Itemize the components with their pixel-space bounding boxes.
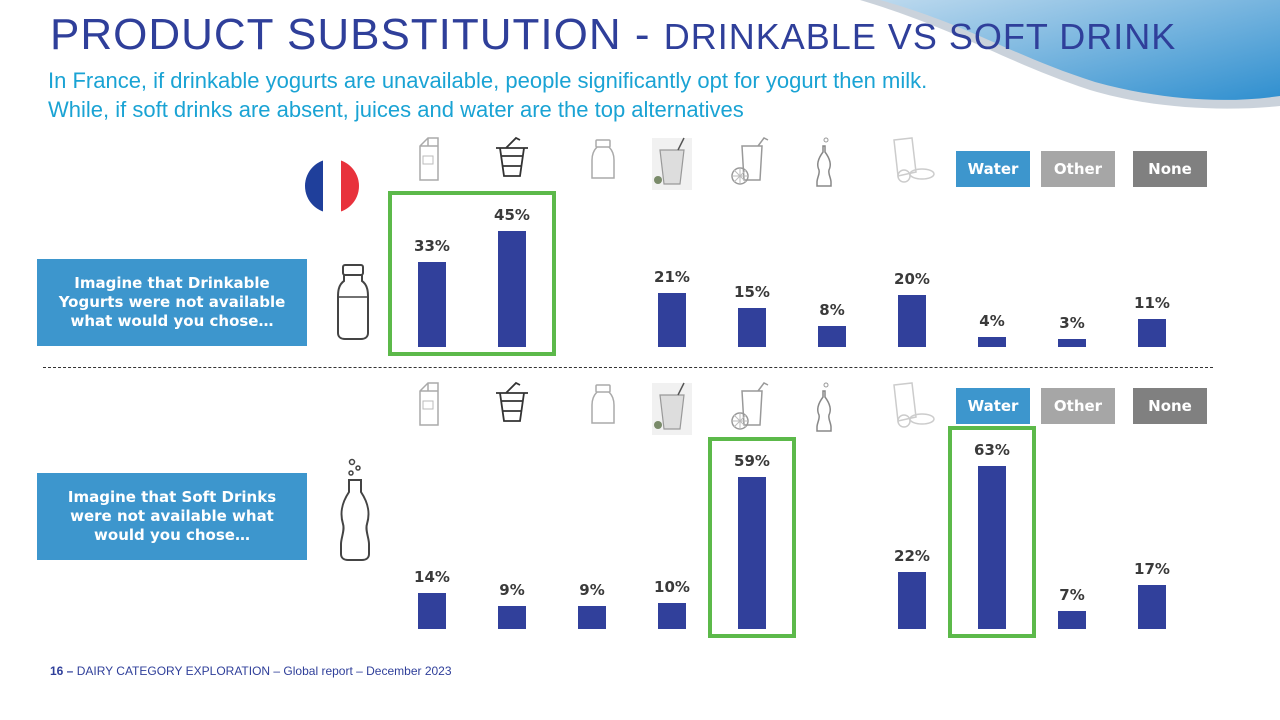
- bar-label-soft-drink-2: 9%: [579, 580, 605, 599]
- footer-text: DAIRY CATEGORY EXPLORATION – Global repo…: [76, 664, 452, 678]
- drinkable-yogurt-icon: [337, 264, 369, 340]
- smoothie-icon: [650, 381, 694, 441]
- highlight-box-soft-drink-0: [708, 436, 796, 638]
- bar-label-soft-drink-8: 17%: [1134, 560, 1170, 579]
- tag-water-row1: Water: [956, 151, 1030, 187]
- breakfast-cereal-icon: [886, 136, 942, 196]
- bar-soft-drink-6: [978, 466, 1006, 629]
- france-flag-icon: [305, 159, 359, 213]
- bar-soft-drink-3: [658, 603, 686, 629]
- bar-soft-drink-8: [1138, 585, 1166, 629]
- tag-other-row1: Other: [1041, 151, 1115, 187]
- drinkable-yogurt-icon: [586, 381, 616, 441]
- highlight-box-soft-drink-1: [948, 426, 1036, 638]
- smoothie-icon: [650, 136, 694, 196]
- juice-icon: [728, 136, 772, 196]
- milk-carton-icon: [414, 381, 444, 441]
- bar-soft-drink-2: [578, 605, 606, 629]
- page-subtitle: In France, if drinkable yogurts are unav…: [48, 68, 928, 122]
- title-main: PRODUCT SUBSTITUTION -: [50, 10, 664, 59]
- bar-soft-drink-5: [898, 572, 926, 629]
- bar-label-soft-drink-1: 9%: [499, 580, 525, 599]
- question-soft-drink: Imagine that Soft Drinks were not availa…: [37, 473, 307, 560]
- title-sub: DRINKABLE VS SOFT DRINK: [663, 16, 1177, 57]
- header-swoosh-decoration: [860, 0, 1280, 109]
- row-divider: [43, 367, 1213, 368]
- question-drinkable-yogurt: Imagine that Drinkable Yogurts were not …: [37, 259, 307, 346]
- bar-label-drinkable-yogurt-5: 20%: [894, 270, 930, 289]
- bar-drinkable-yogurt-6: [978, 336, 1006, 347]
- soft-drink-icon: [340, 458, 370, 561]
- bar-drinkable-yogurt-5: [898, 295, 926, 347]
- highlight-box-drinkable-yogurt-0: [388, 190, 556, 356]
- tag-water-row2: Water: [956, 388, 1030, 424]
- page-title: PRODUCT SUBSTITUTION - DRINKABLE VS SOFT…: [50, 10, 1176, 60]
- bar-drinkable-yogurt-8: [1138, 318, 1166, 347]
- bar-label-soft-drink-0: 14%: [414, 567, 450, 586]
- bar-label-soft-drink-7: 7%: [1059, 585, 1085, 604]
- bar-drinkable-yogurt-2: [658, 292, 686, 347]
- yogurt-cup-icon: [492, 381, 534, 441]
- page-number: 16 –: [50, 664, 74, 678]
- bar-soft-drink-4: [738, 476, 766, 629]
- bar-label-drinkable-yogurt-3: 15%: [734, 283, 770, 302]
- bar-drinkable-yogurt-4: [818, 326, 846, 347]
- tag-none-row1: None: [1133, 151, 1207, 187]
- bar-label-drinkable-yogurt-2: 21%: [654, 267, 690, 286]
- bar-label-drinkable-yogurt-7: 3%: [1059, 314, 1085, 333]
- bar-label-drinkable-yogurt-1: 45%: [494, 205, 530, 224]
- bar-soft-drink-7: [1058, 610, 1086, 629]
- milk-carton-icon: [414, 136, 444, 196]
- bar-drinkable-yogurt-7: [1058, 339, 1086, 347]
- yogurt-cup-icon: [492, 136, 534, 196]
- drinkable-yogurt-icon: [586, 136, 616, 196]
- tag-none-row2: None: [1133, 388, 1207, 424]
- bar-label-soft-drink-6: 63%: [974, 441, 1010, 460]
- bar-drinkable-yogurt-1: [498, 230, 526, 347]
- juice-icon: [728, 381, 772, 441]
- footer: 16 – DAIRY CATEGORY EXPLORATION – Global…: [50, 664, 452, 678]
- bar-drinkable-yogurt-0: [418, 261, 446, 347]
- bar-label-drinkable-yogurt-6: 4%: [979, 311, 1005, 330]
- soft-drink-icon: [812, 136, 838, 196]
- bar-label-soft-drink-3: 10%: [654, 578, 690, 597]
- bar-soft-drink-1: [498, 605, 526, 629]
- tag-other-row2: Other: [1041, 388, 1115, 424]
- bar-label-drinkable-yogurt-0: 33%: [414, 236, 450, 255]
- bar-label-drinkable-yogurt-4: 8%: [819, 301, 845, 320]
- bar-drinkable-yogurt-3: [738, 308, 766, 347]
- soft-drink-icon: [812, 381, 838, 441]
- bar-label-soft-drink-5: 22%: [894, 547, 930, 566]
- bar-soft-drink-0: [418, 592, 446, 629]
- bar-label-soft-drink-4: 59%: [734, 451, 770, 470]
- breakfast-cereal-icon: [886, 381, 942, 441]
- bar-label-drinkable-yogurt-8: 11%: [1134, 293, 1170, 312]
